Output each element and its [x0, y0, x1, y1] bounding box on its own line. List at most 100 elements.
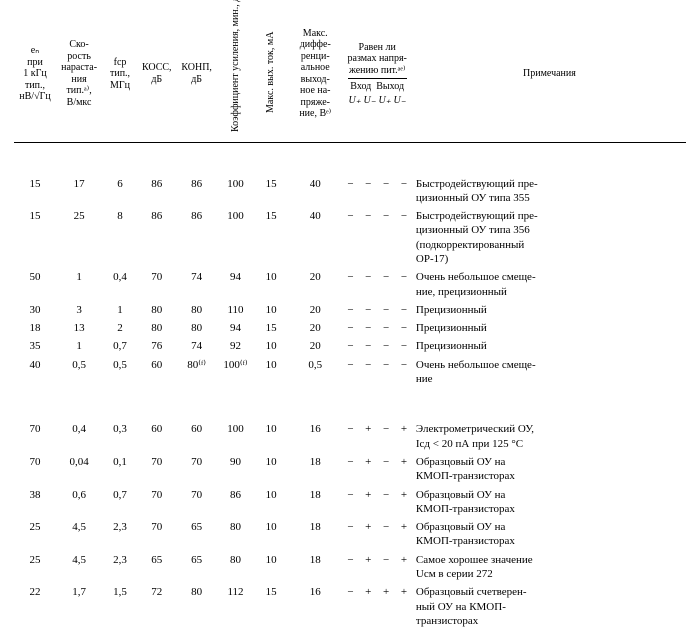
cell-u2: − — [377, 337, 395, 355]
table-row: 181328080941520−−−−Прецизионный — [14, 319, 686, 337]
cell-c1: 38 — [14, 486, 56, 519]
cell-u1: − — [359, 301, 377, 319]
cell-u1: + — [359, 583, 377, 630]
table-row: 254,52,37065801018−+−+Образцовый ОУ на К… — [14, 518, 686, 551]
cell-c4: 70 — [138, 518, 176, 551]
cell-c2: 1,7 — [56, 583, 102, 630]
cell-u0: − — [342, 207, 360, 268]
cell-c1: 15 — [14, 207, 56, 268]
cell-c8: 20 — [289, 337, 341, 355]
table-header: eₙ при 1 кГц тип., нВ/√Гц Ско- рость нар… — [14, 10, 686, 142]
cell-c3: 1 — [102, 301, 138, 319]
cell-c2: 1 — [56, 268, 102, 301]
cell-c1: 40 — [14, 356, 56, 389]
cell-notes: Образцовый ОУ на КМОП-транзисторах — [413, 518, 686, 551]
cell-c5: 86 — [176, 207, 218, 268]
cell-u3: + — [395, 486, 413, 519]
cell-c1: 25 — [14, 518, 56, 551]
cell-c4: 76 — [138, 337, 176, 355]
cell-notes: Образцовый ОУ на КМОП-транзисторах — [413, 486, 686, 519]
cell-notes: Очень небольшое смеще- ние, прецизионный — [413, 268, 686, 301]
table-row: 221,71,572801121516−+++Образцовый счетве… — [14, 583, 686, 630]
cell-c5: 70 — [176, 486, 218, 519]
cell-u3: + — [395, 551, 413, 584]
cell-c1: 30 — [14, 301, 56, 319]
cell-u0: − — [342, 356, 360, 389]
cell-c7: 10 — [253, 518, 289, 551]
cell-u2: − — [377, 319, 395, 337]
cell-c4: 80 — [138, 319, 176, 337]
cell-c5: 65 — [176, 551, 218, 584]
cell-u0: − — [342, 301, 360, 319]
cell-c4: 80 — [138, 301, 176, 319]
cell-c2: 3 — [56, 301, 102, 319]
cell-c1: 50 — [14, 268, 56, 301]
cell-c7: 10 — [253, 486, 289, 519]
cell-u1: + — [359, 486, 377, 519]
cell-u2: − — [377, 356, 395, 389]
cell-u1: − — [359, 337, 377, 355]
cell-c4: 86 — [138, 175, 176, 208]
cell-c3: 1,5 — [102, 583, 138, 630]
cell-c2: 0,04 — [56, 453, 102, 486]
cell-c1: 70 — [14, 453, 56, 486]
cell-c8: 18 — [289, 486, 341, 519]
cell-c8: 0,5 — [289, 356, 341, 389]
cell-c8: 40 — [289, 207, 341, 268]
cell-u2: − — [377, 486, 395, 519]
cell-u0: − — [342, 337, 360, 355]
col-koss: КОСС, дБ — [138, 10, 176, 142]
cell-c1: 35 — [14, 337, 56, 355]
col-slew: Ско- рость нараста- ния тип.ᵃ⁾, В/мкс — [56, 10, 102, 142]
cell-notes: Прецизионный — [413, 301, 686, 319]
table-row: 1525886861001540−−−−Быстродействующий пр… — [14, 207, 686, 268]
cell-c2: 25 — [56, 207, 102, 268]
cell-c7: 10 — [253, 268, 289, 301]
cell-c5: 80 — [176, 583, 218, 630]
col-en: eₙ при 1 кГц тип., нВ/√Гц — [14, 10, 56, 142]
cell-u2: − — [377, 207, 395, 268]
cell-c6: 100 — [218, 420, 254, 453]
col-gain: Коэффициент усиления, мин., дБ — [218, 10, 254, 142]
cell-c3: 0,7 — [102, 486, 138, 519]
col-notes: Примечания — [413, 10, 686, 142]
cell-c8: 18 — [289, 551, 341, 584]
cell-c5: 80 — [176, 301, 218, 319]
cell-u1: − — [359, 268, 377, 301]
table-row: 380,60,77070861018−+−+Образцовый ОУ на К… — [14, 486, 686, 519]
cell-u2: − — [377, 268, 395, 301]
cell-c5: 80⁽ᶠ⁾ — [176, 356, 218, 389]
cell-u0: − — [342, 486, 360, 519]
cell-notes: Образцовый ОУ на КМОП-транзисторах — [413, 453, 686, 486]
cell-notes: Быстродействующий пре- цизионный ОУ типа… — [413, 207, 686, 268]
cell-c3: 0,4 — [102, 268, 138, 301]
cell-u1: − — [359, 356, 377, 389]
cell-c7: 10 — [253, 453, 289, 486]
cell-c2: 1 — [56, 337, 102, 355]
cell-u2: − — [377, 518, 395, 551]
cell-u0: − — [342, 583, 360, 630]
cell-c3: 0,7 — [102, 337, 138, 355]
cell-c5: 74 — [176, 268, 218, 301]
cell-c4: 70 — [138, 453, 176, 486]
cell-notes: Образцовый счетверен- ный ОУ на КМОП- тр… — [413, 583, 686, 630]
cell-c4: 72 — [138, 583, 176, 630]
cell-c6: 94 — [218, 319, 254, 337]
cell-c4: 70 — [138, 486, 176, 519]
cell-c8: 18 — [289, 453, 341, 486]
table-row: 700,40,360601001016−+−+Электрометрически… — [14, 420, 686, 453]
cell-c7: 15 — [253, 175, 289, 208]
cell-u1: − — [359, 207, 377, 268]
cell-u3: − — [395, 175, 413, 208]
col-konp: КОНП, дБ — [176, 10, 218, 142]
cell-c8: 20 — [289, 301, 341, 319]
cell-notes: Электрометрический ОУ, Iсд < 20 пА при 1… — [413, 420, 686, 453]
cell-u3: − — [395, 319, 413, 337]
cell-u3: − — [395, 301, 413, 319]
col-fsr: fср тип., МГц — [102, 10, 138, 142]
cell-c2: 0,6 — [56, 486, 102, 519]
cell-c6: 94 — [218, 268, 254, 301]
cell-c6: 112 — [218, 583, 254, 630]
cell-u3: + — [395, 518, 413, 551]
cell-c1: 70 — [14, 420, 56, 453]
